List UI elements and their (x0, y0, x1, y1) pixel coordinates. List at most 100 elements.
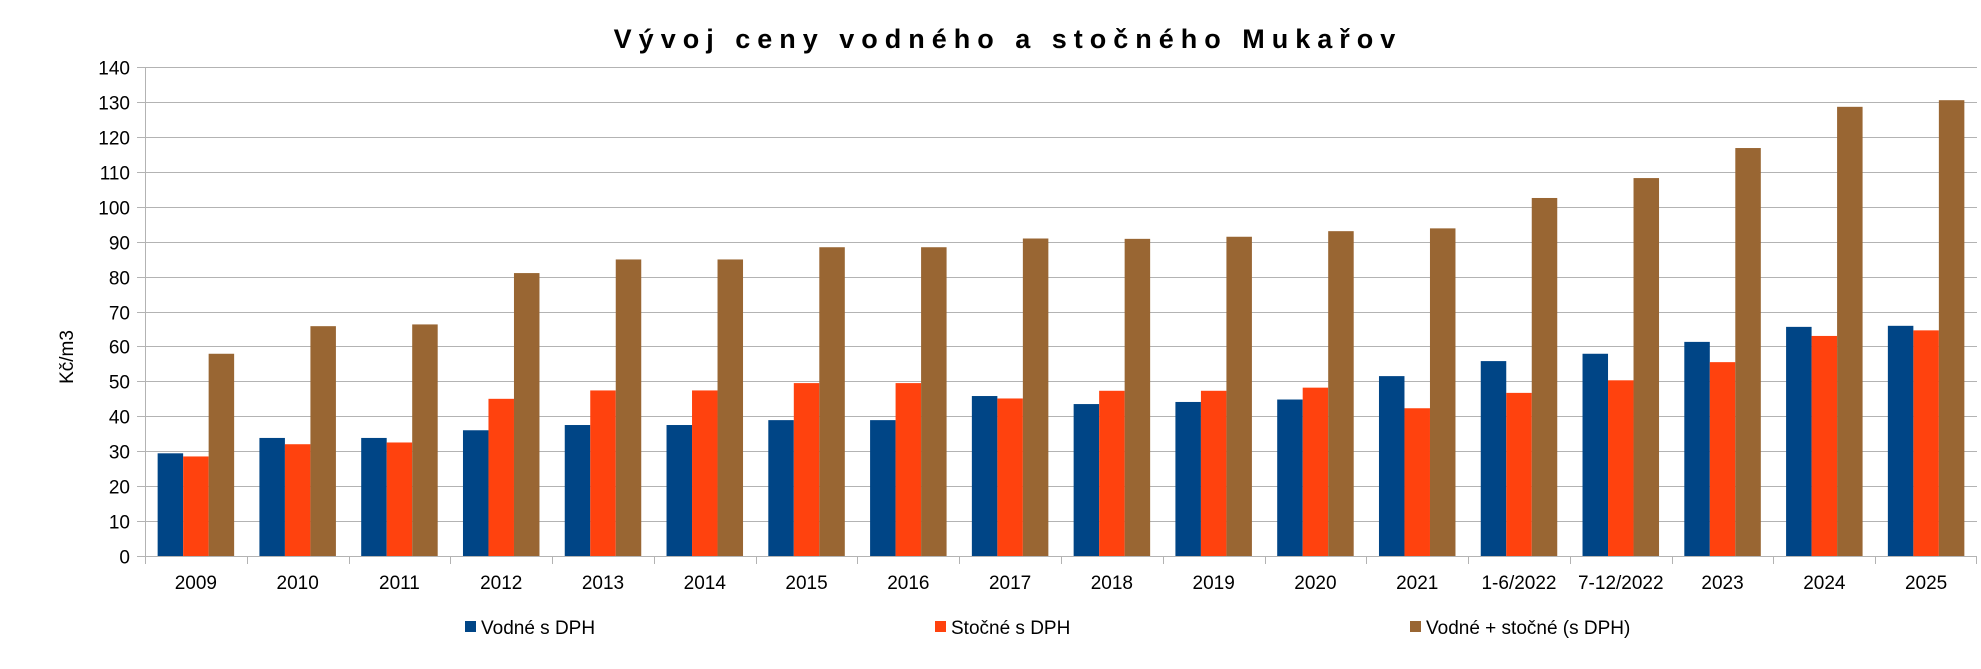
y-tick-label: 120 (98, 129, 130, 150)
y-tick-label: 80 (109, 269, 130, 290)
bar-1-2020 (1277, 399, 1303, 556)
bar-1-2016 (870, 420, 896, 556)
bar-1-2025 (1887, 325, 1914, 556)
bar-3-2017 (1022, 238, 1049, 557)
bar-2-7-12/2022 (1608, 380, 1634, 556)
x-tick-label: 2017 (989, 573, 1031, 594)
x-tick-label: 2009 (175, 573, 217, 594)
bar-3-2009 (208, 353, 235, 556)
y-axis-label: Kč/m3 (57, 330, 78, 384)
bar-3-2010 (310, 326, 336, 556)
bar-3-2013 (615, 259, 642, 556)
bar-1-2019 (1175, 401, 1201, 556)
x-tick-label: 2025 (1905, 573, 1947, 594)
y-tick-label: 40 (109, 408, 130, 429)
y-tick-label: 50 (109, 373, 130, 394)
bar-2-2017 (997, 398, 1023, 556)
x-tick-label: 2018 (1091, 573, 1133, 594)
bar-2-2012 (488, 398, 514, 556)
bar-3-1-6/2022 (1531, 197, 1558, 556)
bar-2-2021 (1404, 408, 1430, 556)
y-axis-ticks: 0 10 20 30 40 50 60 70 80 90 100 110 120 130 140 (98, 59, 145, 569)
y-tick-label: 60 (109, 338, 130, 359)
bar-3-7-12/2022 (1633, 178, 1660, 556)
bar-2-2020 (1302, 387, 1329, 556)
bar-2-1-6/2022 (1506, 392, 1532, 556)
x-tick-label: 2021 (1396, 573, 1438, 594)
legend-label-1: Vodné s DPH (481, 618, 595, 639)
x-tick-label: 2019 (1193, 573, 1235, 594)
x-tick-label: 2016 (887, 573, 929, 594)
chart-title: Vývoj ceny vodného a stočného Mukařov (614, 24, 1403, 54)
gridlines (145, 67, 1977, 557)
bar-3-2014 (717, 259, 744, 556)
y-tick-label: 20 (109, 478, 130, 499)
legend-swatch-3 (1410, 621, 1421, 632)
bar-3-2023 (1735, 148, 1761, 556)
x-tick-label: 2010 (277, 573, 319, 594)
x-tick-label: 2013 (582, 573, 624, 594)
legend-swatch-2 (935, 621, 946, 632)
bar-3-2021 (1429, 228, 1456, 556)
bar-2-2015 (793, 383, 820, 556)
bar-1-2012 (462, 430, 489, 556)
bar-2-2016 (895, 383, 922, 556)
bar-1-2011 (361, 437, 387, 556)
y-tick-label: 70 (109, 304, 130, 325)
bar-3-2020 (1328, 231, 1354, 556)
x-tick-label: 2015 (785, 573, 827, 594)
bar-3-2015 (819, 247, 845, 556)
y-tick-label: 100 (98, 199, 130, 220)
y-tick-label: 140 (98, 59, 130, 80)
bar-2-2010 (284, 444, 311, 556)
x-axis-ticks: 2009 2010 2011 2012 2013 2014 2015 2016 2017 2018… (145, 556, 1977, 594)
bar-3-2012 (513, 273, 540, 556)
bar-1-2009 (157, 453, 184, 556)
y-tick-label: 90 (109, 234, 130, 255)
y-tick-label: 0 (119, 548, 130, 569)
legend: Vodné s DPH Stočné s DPH Vodné + stočné (s… (465, 618, 1630, 639)
bar-1-2021 (1378, 376, 1405, 556)
bar-2-2023 (1709, 362, 1736, 556)
y-tick-label: 130 (98, 94, 130, 115)
legend-label-2: Stočné s DPH (951, 618, 1070, 639)
bar-1-2024 (1786, 326, 1812, 556)
bar-2-2024 (1811, 335, 1838, 556)
x-tick-label: 2020 (1294, 573, 1336, 594)
x-tick-label: 7-12/2022 (1578, 573, 1664, 594)
y-tick-label: 110 (100, 164, 130, 185)
bar-2-2009 (183, 456, 209, 556)
bar-3-2011 (412, 324, 438, 556)
bar-1-2018 (1073, 404, 1100, 556)
bar-2-2025 (1913, 330, 1939, 556)
bar-3-2025 (1938, 100, 1965, 557)
x-tick-label: 2023 (1701, 573, 1743, 594)
bar-1-2023 (1684, 341, 1710, 556)
bar-1-2013 (564, 425, 591, 556)
bar-1-2015 (768, 420, 794, 556)
x-tick-label: 2012 (480, 573, 522, 594)
bar-1-2014 (666, 425, 693, 556)
legend-swatch-1 (465, 621, 476, 632)
bar-2-2014 (692, 390, 718, 556)
bar-3-2016 (921, 247, 947, 556)
bar-1-2017 (971, 396, 998, 556)
legend-label-3: Vodné + stočné (s DPH) (1426, 618, 1630, 639)
bars (157, 100, 1965, 557)
bar-1-7-12/2022 (1582, 353, 1609, 556)
bar-2-2011 (386, 442, 413, 556)
x-tick-label: 2011 (379, 573, 420, 594)
bar-2-2018 (1099, 390, 1125, 556)
bar-2-2013 (590, 390, 616, 556)
x-tick-label: 1-6/2022 (1481, 573, 1556, 594)
bar-3-2019 (1226, 236, 1252, 556)
y-tick-label: 10 (109, 513, 130, 534)
bar-3-2024 (1837, 106, 1863, 556)
x-tick-label: 2024 (1803, 573, 1846, 594)
bar-3-2018 (1124, 238, 1151, 556)
x-tick-label: 2014 (684, 573, 727, 594)
bar-1-2010 (259, 437, 285, 556)
y-tick-label: 30 (109, 443, 130, 464)
